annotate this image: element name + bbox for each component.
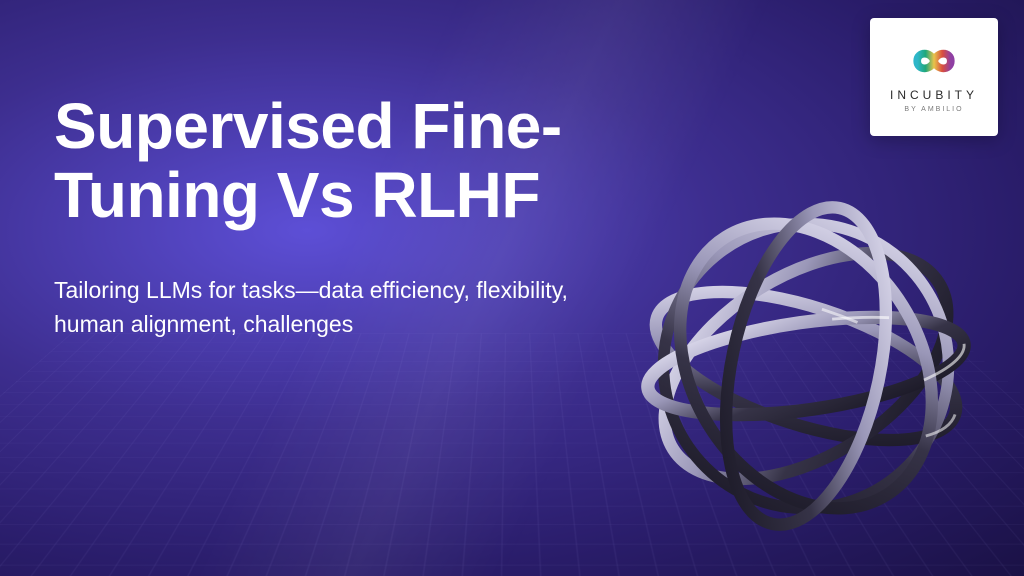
infinity-logo-icon — [899, 42, 969, 80]
hero-content: Supervised Fine- Tuning Vs RLHF Tailorin… — [54, 92, 704, 341]
page-subtitle: Tailoring LLMs for tasks—data efficiency… — [54, 274, 614, 341]
title-line-1: Supervised Fine- — [54, 90, 562, 162]
brand-byline: BY AMBILIO — [904, 106, 963, 113]
page-title: Supervised Fine- Tuning Vs RLHF — [54, 92, 704, 230]
background-grid — [0, 334, 1024, 576]
title-line-2: Tuning Vs RLHF — [54, 159, 540, 231]
brand-name: INCUBITY — [890, 88, 978, 102]
brand-logo-card: INCUBITY BY AMBILIO — [870, 18, 998, 136]
